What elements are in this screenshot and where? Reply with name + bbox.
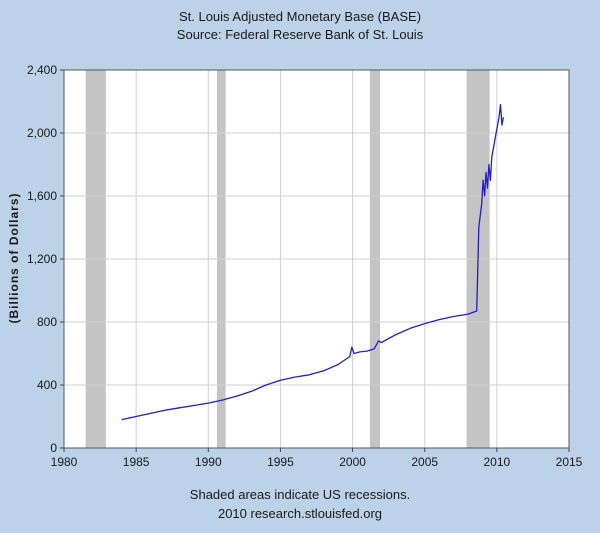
x-tick-label: 1980 [51, 455, 78, 469]
x-tick-label: 1990 [195, 455, 222, 469]
x-tick-label: 1985 [123, 455, 150, 469]
y-tick-label: 0 [50, 441, 57, 455]
axes [60, 69, 570, 452]
x-tick-label: 1995 [267, 455, 294, 469]
y-tick-label: 1,600 [27, 189, 57, 203]
chart-title: St. Louis Adjusted Monetary Base (BASE) [178, 9, 422, 24]
grid-lines [64, 70, 569, 448]
series-line-1 [121, 103, 505, 421]
y-tick-label: 1,200 [27, 252, 57, 266]
tick-labels: 0 400 800 1,200 1,600 2,000 2,400 1980 1985 1990 1… [27, 63, 583, 469]
chart-subtitle: Source: Federal Reserve Bank of St. Loui… [176, 27, 424, 42]
x-tick-label: 2010 [484, 455, 511, 469]
footer-source: 2010 research.stlouisfed.org [217, 506, 383, 521]
y-axis-label: (Billions of Dollars) [7, 192, 21, 323]
y-tick-label: 400 [37, 378, 57, 392]
y-tick-label: 2,400 [27, 63, 57, 77]
x-tick-label: 2005 [411, 455, 438, 469]
y-tick-label: 800 [37, 315, 57, 329]
footer-note: Shaded areas indicate US recessions. [189, 487, 411, 502]
series-layer [121, 103, 505, 421]
y-tick-label: 2,000 [27, 126, 57, 140]
plot-border [63, 69, 570, 449]
x-tick-label: 2015 [556, 455, 583, 469]
x-tick-label: 2000 [339, 455, 366, 469]
